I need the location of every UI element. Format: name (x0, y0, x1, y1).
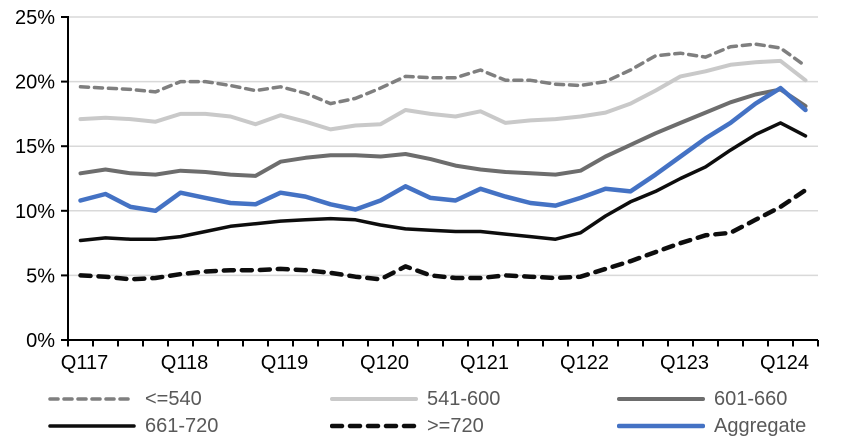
y-tick-label: 0% (26, 330, 55, 352)
y-tick-label: 20% (15, 72, 55, 94)
series-line-ge720 (78, 187, 808, 282)
series-line-661-720 (78, 121, 808, 243)
y-tick-label: 5% (26, 265, 55, 287)
x-tick-label: Q121 (460, 352, 509, 374)
series-line-541-600 (78, 58, 808, 132)
series-line-aggregate (78, 85, 808, 214)
x-tick-label: Q122 (560, 352, 609, 374)
x-tick-label: Q117 (61, 352, 108, 374)
x-tick-label: Q120 (360, 352, 409, 374)
x-tick-label: Q124 (760, 352, 809, 374)
series-line-601-660 (78, 87, 808, 178)
x-tick-label: Q118 (161, 352, 208, 374)
x-tick-label: Q119 (261, 352, 308, 374)
y-tick-label: 10% (15, 201, 55, 223)
y-tick-label: 25% (15, 7, 55, 29)
x-tick-label: Q123 (660, 352, 709, 374)
y-tick-label: 15% (15, 136, 55, 158)
